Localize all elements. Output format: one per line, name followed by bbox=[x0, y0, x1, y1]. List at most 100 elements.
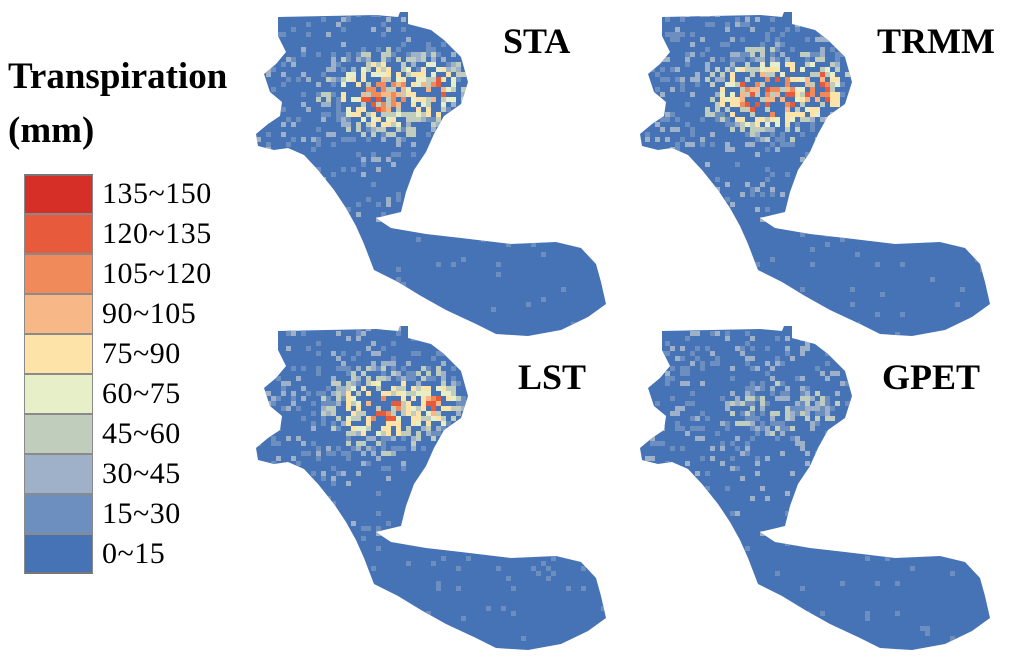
raster-cell bbox=[730, 92, 735, 97]
raster-cell bbox=[361, 72, 366, 77]
raster-cell bbox=[336, 366, 341, 371]
raster-cell bbox=[316, 391, 321, 396]
raster-cell bbox=[256, 57, 261, 62]
raster-cell bbox=[506, 496, 511, 501]
map-label-lst: LST bbox=[518, 357, 587, 397]
raster-cell bbox=[745, 396, 750, 401]
raster-cell bbox=[820, 461, 825, 466]
raster-cell bbox=[331, 351, 336, 356]
raster-cell bbox=[396, 127, 401, 132]
raster-cell bbox=[705, 47, 710, 52]
raster-cell bbox=[311, 481, 316, 486]
legend-title-line2: (mm) bbox=[8, 110, 95, 151]
raster-cell bbox=[770, 127, 775, 132]
raster-cell bbox=[820, 52, 825, 57]
raster-cell bbox=[765, 207, 770, 212]
raster-cell bbox=[456, 72, 461, 77]
raster-cell bbox=[436, 22, 441, 27]
raster-cell bbox=[945, 102, 950, 107]
raster-cell bbox=[381, 212, 386, 217]
raster-cell bbox=[326, 102, 331, 107]
raster-cell bbox=[930, 212, 935, 217]
raster-cell bbox=[546, 401, 551, 406]
raster-cell bbox=[955, 192, 960, 197]
raster-cell bbox=[281, 381, 286, 386]
raster-cell bbox=[1005, 207, 1010, 212]
raster-cell bbox=[286, 77, 291, 82]
raster-cell bbox=[750, 87, 755, 92]
raster-cell bbox=[880, 132, 885, 137]
raster-cell bbox=[456, 67, 461, 72]
raster-cell bbox=[850, 496, 855, 501]
raster-cell bbox=[840, 172, 845, 177]
raster-cell bbox=[351, 416, 356, 421]
raster-cell bbox=[755, 207, 760, 212]
raster-cell bbox=[616, 17, 621, 22]
raster-cell bbox=[990, 531, 995, 536]
raster-cell bbox=[321, 401, 326, 406]
raster-cell bbox=[755, 82, 760, 87]
raster-cell bbox=[266, 401, 271, 406]
raster-cell bbox=[785, 112, 790, 117]
raster-cell bbox=[411, 531, 416, 536]
raster-cell bbox=[596, 451, 601, 456]
raster-cell bbox=[800, 112, 805, 117]
raster-cell bbox=[571, 426, 576, 431]
raster-cell bbox=[670, 411, 675, 416]
raster-cell bbox=[1005, 67, 1010, 72]
raster-cell bbox=[461, 117, 466, 122]
raster-cell bbox=[341, 167, 346, 172]
raster-cell bbox=[491, 92, 496, 97]
raster-cell bbox=[820, 57, 825, 62]
raster-cell bbox=[321, 102, 326, 107]
raster-cell bbox=[336, 396, 341, 401]
raster-cell bbox=[710, 22, 715, 27]
raster-cell bbox=[351, 381, 356, 386]
raster-cell bbox=[640, 122, 645, 127]
raster-cell bbox=[785, 92, 790, 97]
raster-cell bbox=[401, 411, 406, 416]
raster-cell bbox=[750, 401, 755, 406]
raster-cell bbox=[431, 621, 436, 626]
raster-cell bbox=[391, 52, 396, 57]
raster-cell bbox=[830, 12, 835, 17]
raster-cell bbox=[810, 331, 815, 336]
raster-cell bbox=[930, 277, 935, 282]
raster-cell bbox=[551, 521, 556, 526]
raster-cell bbox=[411, 511, 416, 516]
raster-cell bbox=[925, 182, 930, 187]
raster-cell bbox=[720, 441, 725, 446]
raster-cell bbox=[516, 536, 521, 541]
raster-cell bbox=[441, 97, 446, 102]
raster-cell bbox=[845, 381, 850, 386]
raster-cell bbox=[421, 22, 426, 27]
raster-cell bbox=[521, 481, 526, 486]
raster-cell bbox=[321, 421, 326, 426]
raster-cell bbox=[346, 12, 351, 17]
raster-cell bbox=[760, 396, 765, 401]
raster-cell bbox=[261, 162, 266, 167]
raster-cell bbox=[321, 92, 326, 97]
legend-row-90-105: 90~105 bbox=[24, 294, 212, 334]
raster-cell bbox=[386, 57, 391, 62]
raster-cell bbox=[291, 27, 296, 32]
raster-cell bbox=[306, 207, 311, 212]
raster-cell bbox=[720, 72, 725, 77]
raster-cell bbox=[865, 556, 870, 561]
raster-cell bbox=[925, 626, 930, 631]
raster-cell bbox=[461, 401, 466, 406]
raster-cell bbox=[960, 336, 965, 341]
raster-cell bbox=[346, 122, 351, 127]
raster-cell bbox=[750, 132, 755, 137]
raster-cell bbox=[870, 436, 875, 441]
raster-cell bbox=[581, 207, 586, 212]
raster-cell bbox=[296, 436, 301, 441]
raster-cell bbox=[900, 187, 905, 192]
raster-cell bbox=[740, 421, 745, 426]
raster-cell bbox=[785, 107, 790, 112]
raster-cell bbox=[376, 47, 381, 52]
raster-cell bbox=[331, 217, 336, 222]
raster-cell bbox=[695, 232, 700, 237]
raster-cell bbox=[376, 12, 381, 17]
raster-cell bbox=[765, 87, 770, 92]
